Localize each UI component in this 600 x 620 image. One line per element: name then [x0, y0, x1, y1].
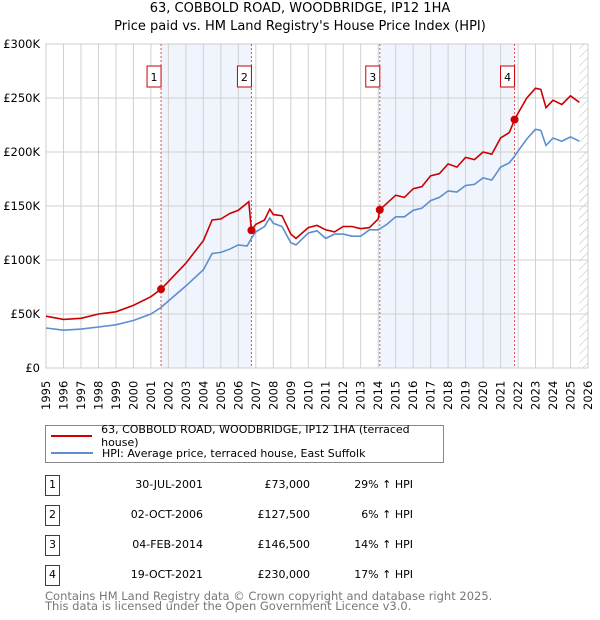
x-tick-label: 2011: [319, 381, 333, 410]
line-chart: 1995 1996 1997 1998 1999 2000 2001 2002 2003 2004…: [3, 37, 595, 410]
x-tick-label: 2025: [564, 381, 578, 410]
x-tick-label: 2024: [546, 381, 560, 410]
sale-label-box: [236, 65, 252, 88]
sale-label: 3: [369, 71, 376, 84]
x-tick-label: 2008: [266, 381, 280, 410]
x-tick-label: 2021: [494, 381, 508, 410]
plot-frame: [45, 43, 589, 369]
y-tick-label: £0: [25, 361, 40, 375]
x-tick-label: 2003: [179, 381, 193, 410]
hpi-change: 29% ↑ HPI: [354, 478, 413, 491]
sale-label-box: [146, 65, 162, 88]
sale-label-box: [500, 65, 516, 88]
legend-swatch-blue: [51, 452, 93, 454]
y-tick-label: £150K: [3, 199, 40, 213]
x-tick-label: 2019: [459, 381, 473, 410]
x-tick-label: 2017: [424, 381, 438, 410]
x-tick-label: 1996: [56, 381, 70, 410]
sale-label-box: [365, 65, 381, 88]
x-tick-label: 2026: [581, 381, 595, 410]
x-tick-label: 1998: [91, 381, 105, 410]
hpi-change: 6% ↑ HPI: [361, 508, 413, 521]
sale-label: 2: [241, 71, 248, 84]
x-tick-label: 2001: [144, 381, 158, 410]
sale-number-badge: 4: [45, 565, 60, 586]
legend-item-hpi: HPI: Average price, terraced house, East…: [46, 445, 365, 461]
x-tick-label: 2007: [249, 381, 263, 410]
sale-date: 04-FEB-2014: [132, 538, 203, 551]
sale-price: £230,000: [257, 568, 311, 581]
y-tick-label: £300K: [3, 37, 40, 51]
x-tick-label: 2005: [214, 381, 228, 410]
x-tick-label: 2002: [161, 381, 175, 410]
x-tick-label: 2015: [389, 381, 403, 410]
legend-swatch-red: [51, 435, 93, 437]
sale-point: [157, 285, 166, 294]
sale-number-badge: 2: [45, 505, 60, 526]
x-tick-label: 1995: [39, 381, 53, 410]
series-line-property: [45, 87, 580, 321]
x-tick-label: 2012: [336, 381, 350, 410]
x-tick-label: 2018: [441, 381, 455, 410]
legend-item-property: 63, COBBOLD ROAD, WOODBRIDGE, IP12 1HA (…: [46, 423, 443, 449]
x-tick-label: 2010: [301, 381, 315, 410]
sale-price: £127,500: [257, 508, 311, 521]
series-line-hpi: [45, 128, 580, 332]
y-tick-label: £200K: [3, 145, 40, 159]
x-tick-label: 2022: [511, 381, 525, 410]
legend-label: 63, COBBOLD ROAD, WOODBRIDGE, IP12 1HA (…: [101, 423, 410, 449]
sale-date: 19-OCT-2021: [130, 568, 203, 581]
y-tick-label: £100K: [3, 253, 40, 267]
sale-number-badge: 1: [45, 475, 60, 496]
x-tick-label: 2004: [196, 381, 210, 410]
chart-title: 63, COBBOLD ROAD, WOODBRIDGE, IP12 1HA: [149, 1, 451, 16]
sale-point: [375, 205, 384, 214]
legend: 63, COBBOLD ROAD, WOODBRIDGE, IP12 1HA (…: [45, 423, 444, 463]
sale-price: £146,500: [257, 538, 311, 551]
sale-number-badge: 3: [45, 535, 60, 556]
x-tick-label: 2006: [231, 381, 245, 410]
x-tick-label: 2000: [126, 381, 140, 410]
footer: Contains HM Land Registry data © Crown c…: [45, 589, 493, 613]
sale-price: £73,000: [264, 478, 311, 491]
hpi-change: 17% ↑ HPI: [354, 568, 413, 581]
footer-licence: This data is licensed under the Open Gov…: [45, 599, 412, 613]
y-tick-label: £250K: [3, 91, 40, 105]
hpi-change: 14% ↑ HPI: [354, 538, 413, 551]
table-row: 4 19-OCT-2021 £230,000 17% ↑ HPI: [45, 565, 445, 586]
x-tick-label: 2020: [476, 381, 490, 410]
sale-point: [247, 226, 256, 235]
sale-date: 30-JUL-2001: [135, 478, 203, 491]
chart-subtitle: Price paid vs. HM Land Registry's House …: [114, 19, 486, 34]
x-tick-label: 2016: [406, 381, 420, 410]
table-row: 1 30-JUL-2001 £73,000 29% ↑ HPI: [45, 475, 445, 496]
table-row: 3 04-FEB-2014 £146,500 14% ↑ HPI: [45, 535, 445, 556]
x-tick-label: 2014: [371, 381, 385, 410]
sale-date: 02-OCT-2006: [130, 508, 203, 521]
sale-label: 4: [504, 71, 511, 84]
legend-label: HPI: Average price, terraced house, East…: [102, 446, 366, 460]
sale-point: [510, 115, 519, 124]
y-tick-label: £50K: [11, 307, 41, 321]
x-tick-label: 1999: [109, 381, 123, 410]
table-row: 2 02-OCT-2006 £127,500 6% ↑ HPI: [45, 505, 445, 526]
x-tick-label: 1997: [74, 381, 88, 410]
x-tick-label: 2009: [284, 381, 298, 410]
x-tick-label: 2023: [529, 381, 543, 410]
x-tick-label: 2013: [354, 381, 368, 410]
sale-label: 1: [151, 71, 158, 84]
footer-copyright: Contains HM Land Registry data © Crown c…: [45, 589, 493, 603]
